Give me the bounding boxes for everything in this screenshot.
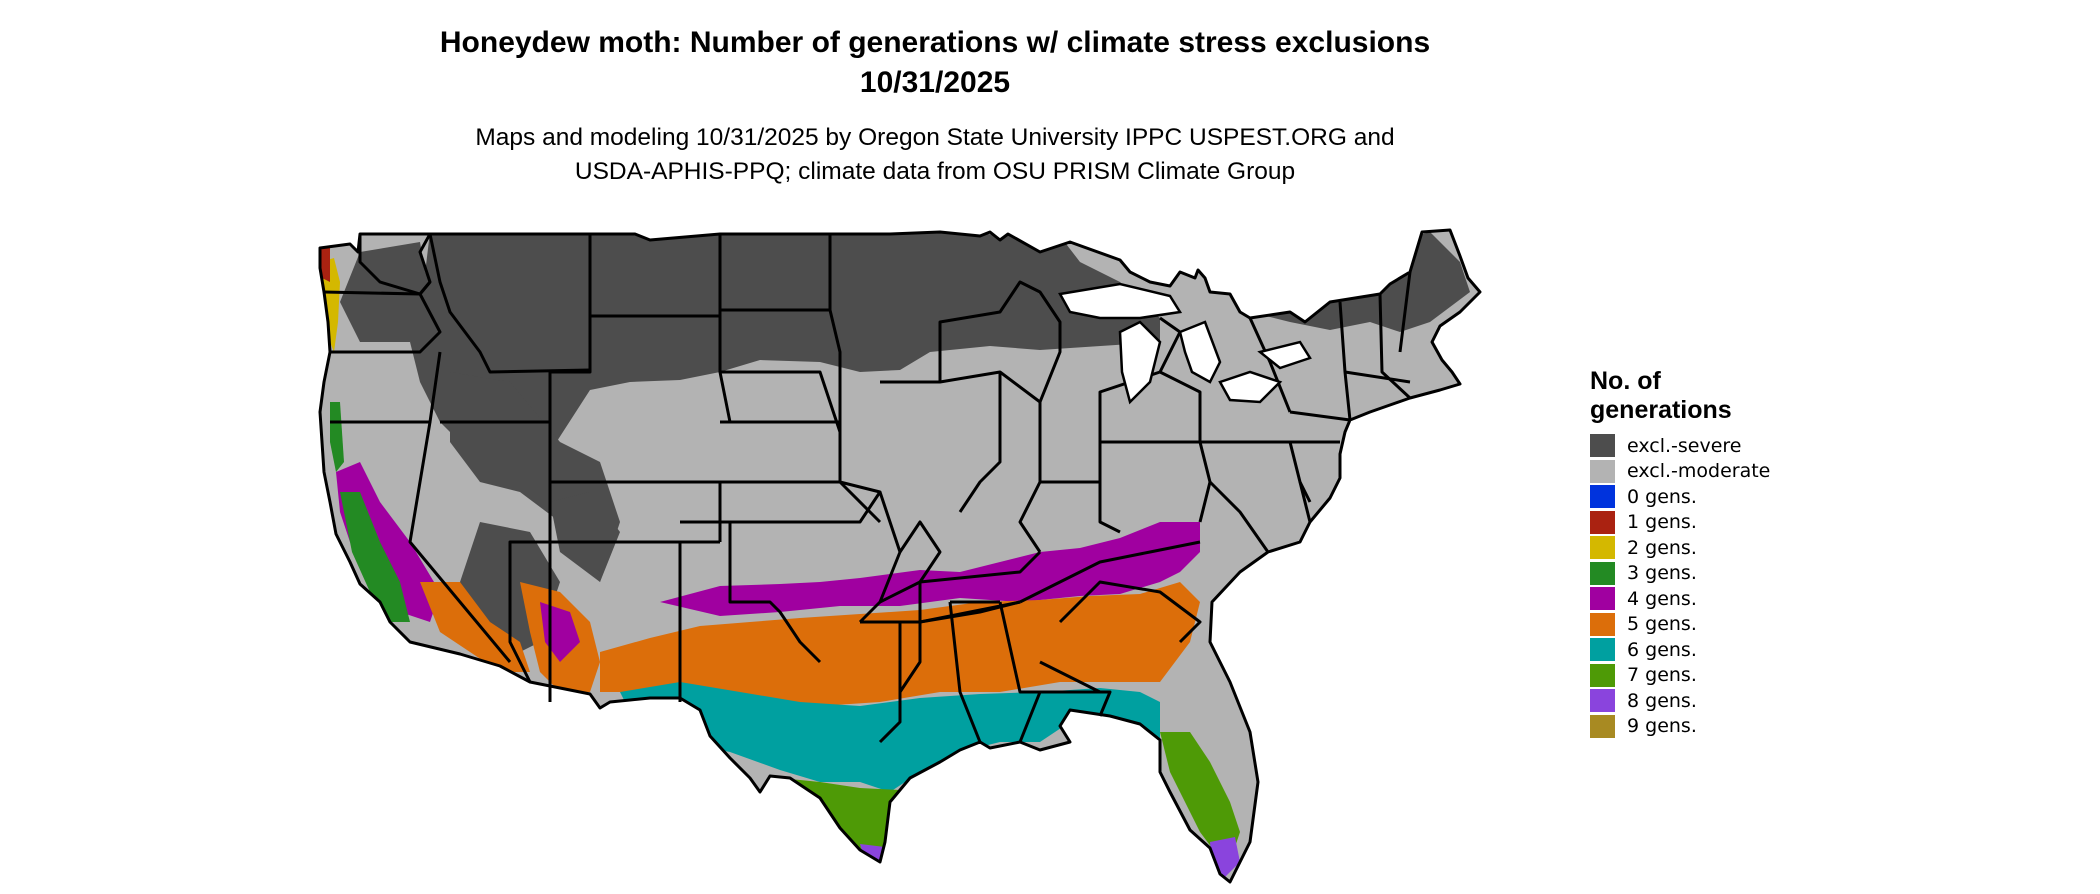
legend-label: 6 gens. — [1627, 638, 1697, 661]
legend-label: excl.-moderate — [1627, 460, 1771, 483]
map-credit-line-2: USDA-APHIS-PPQ; climate data from OSU PR… — [574, 158, 1296, 185]
legend-swatch — [1590, 434, 1615, 458]
legend-label: 2 gens. — [1627, 536, 1697, 559]
map-date: 10/31/2025 — [859, 66, 1011, 99]
legend-label: 3 gens. — [1627, 562, 1697, 585]
legend-title-line-2: generations — [1590, 396, 1732, 424]
legend-swatch — [1590, 714, 1615, 738]
legend-label: excl.-severe — [1627, 434, 1742, 457]
legend-item: 2 gens. — [1590, 535, 1770, 561]
legend-item: 0 gens. — [1590, 484, 1770, 510]
legend-swatch — [1590, 587, 1615, 611]
us-generations-map — [318, 228, 1482, 884]
legend-swatch — [1590, 612, 1615, 636]
legend-item: 3 gens. — [1590, 561, 1770, 587]
legend-item: excl.-severe — [1590, 433, 1770, 459]
legend-item: excl.-moderate — [1590, 459, 1770, 485]
legend-swatch — [1590, 536, 1615, 560]
legend-item: 1 gens. — [1590, 510, 1770, 536]
legend-swatch — [1590, 459, 1615, 483]
map-credit-line-1: Maps and modeling 10/31/2025 by Oregon S… — [475, 124, 1395, 151]
legend-item: 9 gens. — [1590, 714, 1770, 740]
legend-title-line-1: No. of — [1590, 367, 1661, 395]
legend-item: 6 gens. — [1590, 637, 1770, 663]
map-title: Honeydew moth: Number of generations w/ … — [439, 26, 1431, 59]
legend-swatch — [1590, 638, 1615, 662]
legend-label: 4 gens. — [1627, 587, 1697, 610]
legend-label: 0 gens. — [1627, 485, 1697, 508]
legend-swatch — [1590, 561, 1615, 585]
legend-items: excl.-severe excl.-moderate 0 gens. 1 gens.… — [1590, 433, 1770, 739]
legend-label: 7 gens. — [1627, 664, 1697, 687]
legend-label: 1 gens. — [1627, 511, 1697, 534]
legend-label: 5 gens. — [1627, 613, 1697, 636]
legend: No. of generations excl.-severe excl.-mod… — [1590, 367, 1770, 739]
legend-swatch — [1590, 510, 1615, 534]
legend-swatch — [1590, 689, 1615, 713]
legend-item: 4 gens. — [1590, 586, 1770, 612]
legend-label: 8 gens. — [1627, 689, 1697, 712]
legend-label: 9 gens. — [1627, 715, 1697, 738]
legend-title: No. of generations — [1590, 367, 1770, 425]
legend-item: 5 gens. — [1590, 612, 1770, 638]
legend-item: 8 gens. — [1590, 688, 1770, 714]
legend-swatch — [1590, 485, 1615, 509]
legend-item: 7 gens. — [1590, 663, 1770, 689]
legend-swatch — [1590, 663, 1615, 687]
